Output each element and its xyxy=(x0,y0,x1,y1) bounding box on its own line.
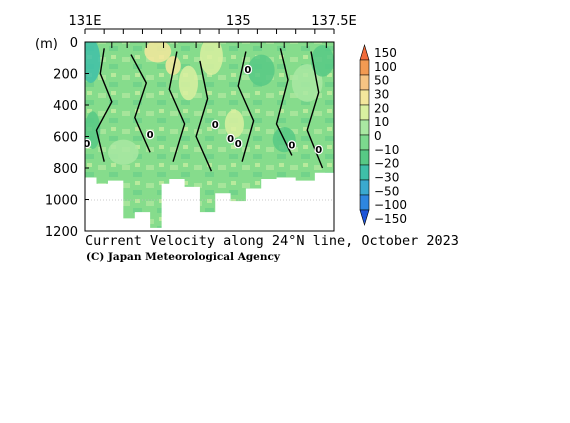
velocity-patch xyxy=(144,42,172,63)
colorbar-label: −30 xyxy=(374,171,399,185)
y-tick-label: 400 xyxy=(53,99,78,114)
x-tick-label: 131E xyxy=(68,14,101,29)
velocity-patch xyxy=(311,45,334,77)
colorbar-segment xyxy=(359,134,370,151)
y-axis-label: (m) xyxy=(35,37,58,52)
colorbar-segment xyxy=(359,74,370,91)
velocity-patch xyxy=(107,139,139,165)
y-tick-label: 0 xyxy=(70,36,78,51)
contour-label: 0 xyxy=(288,140,295,151)
colorbar-label: 10 xyxy=(374,115,389,129)
colorbar-label: −20 xyxy=(374,157,399,171)
colorbar-segment xyxy=(359,43,370,61)
zero-contour xyxy=(168,51,186,162)
velocity-patch xyxy=(85,111,101,150)
velocity-patch xyxy=(165,56,181,76)
contour-label: 0 xyxy=(315,145,322,156)
velocity-patch xyxy=(224,109,244,139)
colorbar-label: −50 xyxy=(374,184,399,198)
zero-contour xyxy=(95,48,113,162)
x-tick-label: 137.5E xyxy=(311,14,356,29)
zero-contour xyxy=(130,54,151,153)
colorbar xyxy=(359,43,370,227)
contour-label: 0 xyxy=(212,120,219,131)
velocity-field xyxy=(85,42,334,228)
credit-text: (C) Japan Meteorological Agency xyxy=(86,251,280,263)
colorbar-label: 100 xyxy=(374,60,397,74)
chart-title: Current Velocity along 24°N line, Octobe… xyxy=(85,233,459,249)
velocity-patch xyxy=(199,42,223,76)
velocity-patch xyxy=(178,65,199,101)
colorbar-label: 30 xyxy=(374,87,389,101)
contour-label: 0 xyxy=(147,130,154,141)
colorbar-segment xyxy=(359,164,370,181)
y-tick-label: 1000 xyxy=(45,194,78,209)
y-tick-labels: 0 200 400 600 800 1000 1200 xyxy=(45,36,89,240)
colorbar-label: −100 xyxy=(374,198,407,212)
colorbar-label: 20 xyxy=(374,101,389,115)
zero-contour xyxy=(195,60,213,172)
colorbar-label: 150 xyxy=(374,46,397,60)
colorbar-segment xyxy=(359,149,370,166)
y-tick-label: 200 xyxy=(53,68,78,83)
y-tick-label: 800 xyxy=(53,162,78,177)
colorbar-label: −10 xyxy=(374,143,399,157)
station-ticks xyxy=(84,42,327,48)
colorbar-segment xyxy=(359,104,370,121)
zero-contour xyxy=(275,48,293,156)
contour-label: 0 xyxy=(227,134,234,145)
contour-label: 0 xyxy=(83,139,90,150)
colorbar-segment xyxy=(359,59,370,76)
colorbar-label: 50 xyxy=(374,74,389,88)
colorbar-segment xyxy=(359,89,370,106)
colorbar-segment xyxy=(359,209,370,227)
contour-label: 0 xyxy=(244,65,251,76)
x-tick-labels: 131E 135 137.5E xyxy=(68,14,356,29)
colorbar-segment xyxy=(359,179,370,196)
x-tick-label: 135 xyxy=(226,14,251,29)
colorbar-label: 0 xyxy=(374,129,382,143)
velocity-patch xyxy=(85,42,101,83)
zero-contour xyxy=(237,51,255,162)
y-tick-label: 1200 xyxy=(45,225,78,240)
zero-contour xyxy=(306,51,324,169)
contour-label: 0 xyxy=(235,139,242,150)
top-axis-ticks xyxy=(84,29,335,34)
colorbar-segment xyxy=(359,119,370,136)
colorbar-segment xyxy=(359,194,370,211)
y-tick-label: 600 xyxy=(53,131,78,146)
colorbar-label: −150 xyxy=(374,212,407,226)
velocity-patch xyxy=(247,54,275,87)
velocity-patches xyxy=(85,42,334,165)
